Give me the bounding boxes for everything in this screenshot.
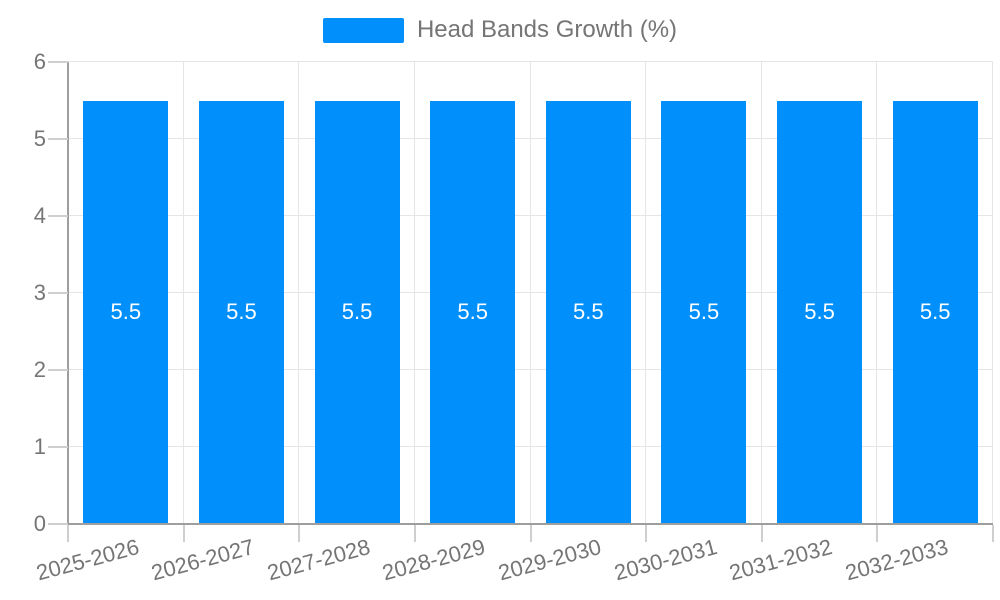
y-tick-label: 5	[33, 126, 46, 151]
x-tick-mark	[67, 525, 69, 542]
y-tick-label: 3	[33, 280, 46, 305]
h-gridline	[68, 369, 993, 370]
h-gridline	[68, 446, 993, 447]
bar-2028-2029[interactable]: 5.5	[430, 100, 516, 524]
h-gridline	[68, 138, 993, 139]
v-gridline	[876, 62, 878, 524]
x-tick-mark	[529, 525, 532, 542]
plot-area: 5.5 5.5 5.5 5.5 5.5 5.5 5.5 5.5	[68, 61, 993, 524]
bar-value-label: 5.5	[919, 299, 951, 325]
y-axis-line	[67, 62, 69, 525]
y-tick-label: 6	[33, 49, 46, 74]
v-gridline	[529, 62, 531, 524]
bar-value-label: 5.5	[573, 299, 604, 325]
bar-2032-2033[interactable]: 5.5	[892, 100, 978, 524]
y-tick-label: 2	[33, 357, 46, 382]
legend-swatch-icon	[322, 17, 404, 43]
y-tick-mark	[48, 138, 68, 140]
y-tick-label: 4	[33, 203, 46, 228]
x-tick-mark	[182, 525, 185, 542]
y-tick-mark	[48, 61, 68, 63]
bar-value-label: 5.5	[110, 299, 142, 325]
x-tick-mark	[298, 525, 301, 542]
y-tick-mark	[48, 292, 68, 294]
x-tick-label: 2029-2030	[495, 534, 604, 586]
x-tick-mark	[645, 525, 648, 542]
y-tick-label: 0	[33, 511, 46, 536]
bar-2025-2026[interactable]: 5.5	[83, 100, 169, 524]
x-tick-label: 2026-2027	[148, 534, 257, 586]
bar-value-label: 5.5	[688, 299, 720, 325]
v-gridline	[298, 62, 300, 524]
x-tick-label: 2032-2033	[842, 534, 951, 586]
bar-value-label: 5.5	[341, 299, 373, 325]
v-gridline	[760, 62, 762, 524]
bar-2030-2031[interactable]: 5.5	[661, 100, 747, 524]
x-tick-mark	[760, 525, 763, 542]
h-gridline	[68, 215, 993, 216]
x-tick-mark	[876, 525, 879, 542]
h-gridline	[68, 292, 993, 293]
y-tick-mark	[48, 523, 68, 525]
bar-2027-2028[interactable]: 5.5	[314, 100, 400, 524]
bar-value-label: 5.5	[804, 299, 835, 325]
v-gridline	[413, 62, 415, 524]
x-tick-label: 2025-2026	[33, 534, 142, 586]
bar-value-label: 5.5	[226, 299, 257, 325]
v-gridline	[182, 62, 184, 524]
y-tick-mark	[48, 446, 68, 448]
bar-value-label: 5.5	[457, 299, 488, 325]
bar-2029-2030[interactable]: 5.5	[545, 100, 631, 524]
legend-label: Head Bands Growth (%)	[416, 16, 678, 43]
x-tick-mark	[413, 525, 416, 542]
y-tick-mark	[48, 215, 68, 217]
v-gridline	[645, 62, 647, 524]
y-tick-mark	[48, 369, 68, 371]
x-tick-mark	[992, 525, 994, 542]
chart-legend: Head Bands Growth (%)	[0, 16, 1000, 44]
x-tick-label: 2031-2032	[726, 534, 836, 586]
x-axis-line	[48, 523, 993, 525]
x-tick-label: 2027-2028	[264, 534, 373, 586]
bar-2031-2032[interactable]: 5.5	[777, 100, 863, 524]
y-tick-label: 1	[33, 434, 46, 459]
x-tick-label: 2028-2029	[380, 534, 489, 586]
bar-2026-2027[interactable]: 5.5	[198, 100, 284, 524]
h-gridline	[68, 61, 993, 62]
x-tick-label: 2030-2031	[611, 534, 720, 586]
v-gridline	[992, 62, 993, 524]
